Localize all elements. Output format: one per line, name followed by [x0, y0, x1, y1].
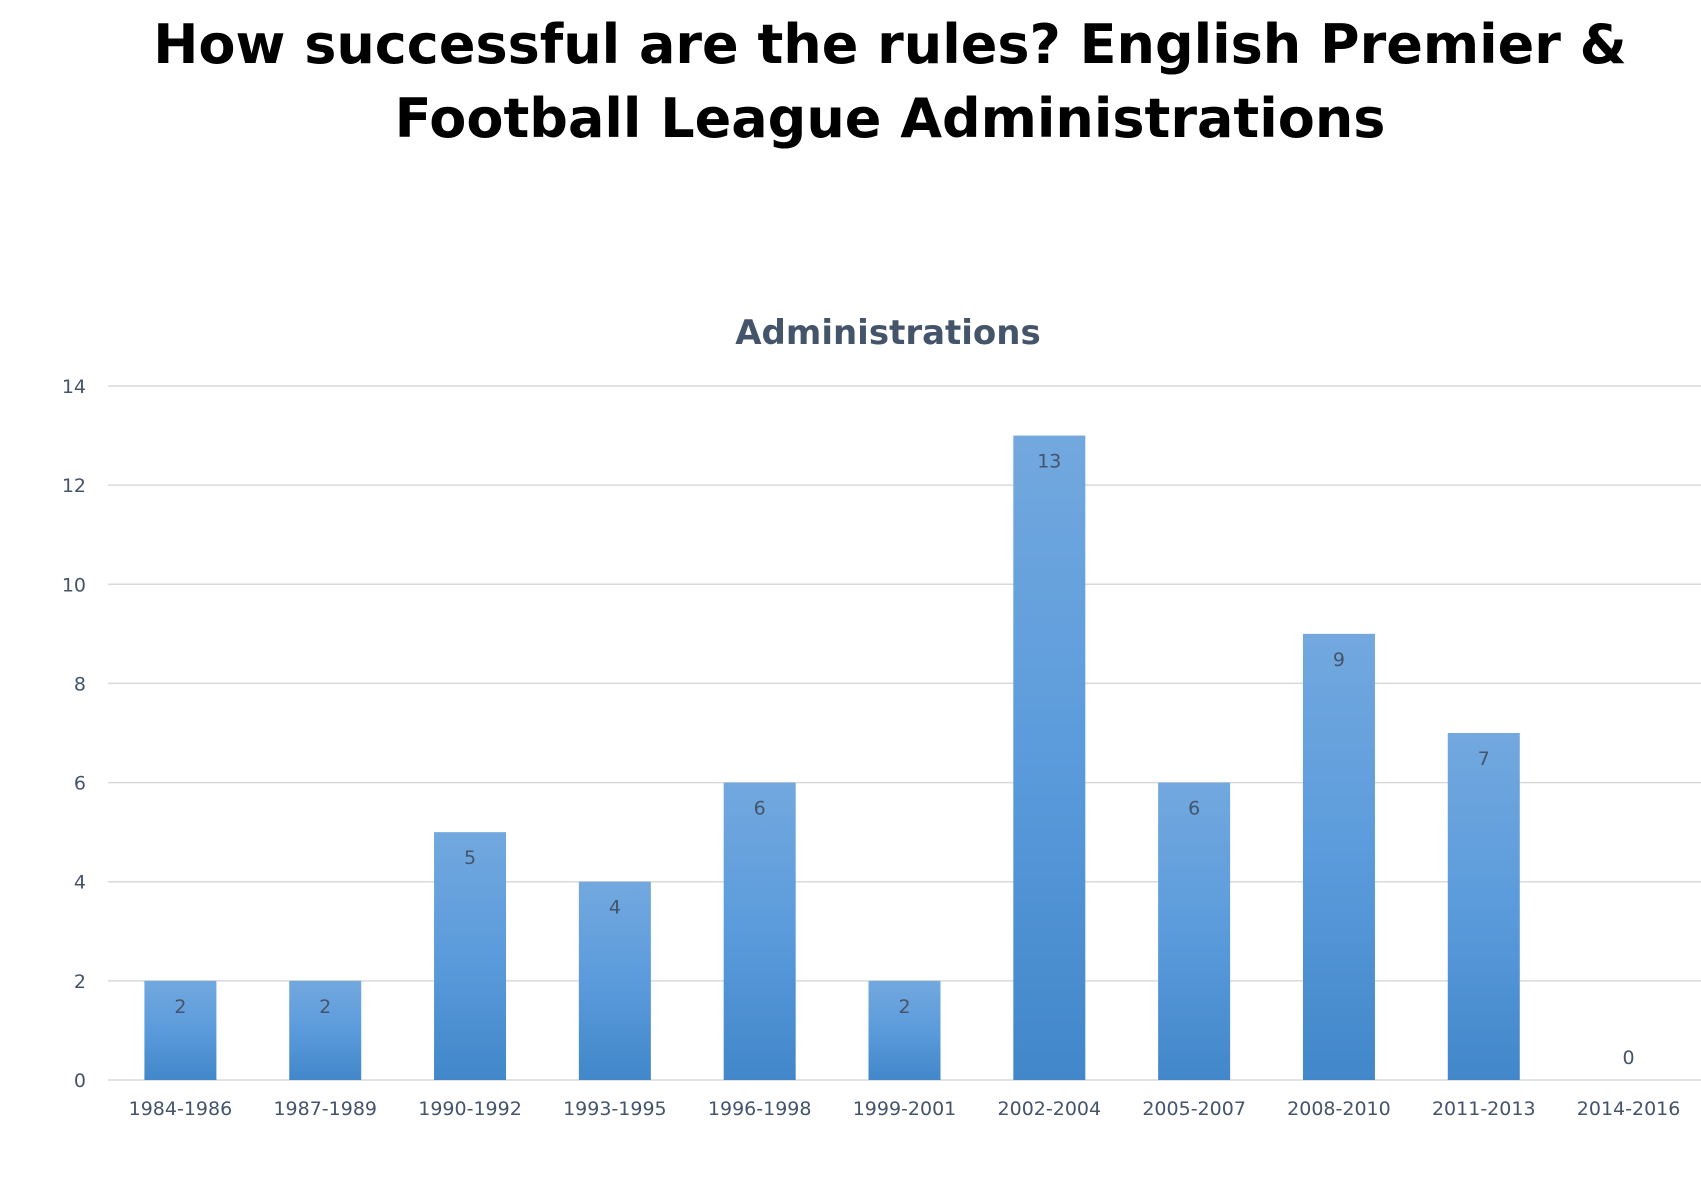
- data-label: 5: [464, 847, 476, 869]
- x-tick-label: 2014-2016: [1577, 1098, 1681, 1120]
- x-tick-label: 2005-2007: [1142, 1098, 1246, 1120]
- data-label: 2: [898, 996, 910, 1018]
- y-tick-label: 8: [74, 673, 86, 695]
- y-tick-label: 14: [62, 376, 86, 398]
- bar: [723, 782, 796, 1080]
- bar: [1013, 435, 1086, 1081]
- bar: [1447, 733, 1520, 1080]
- data-label: 4: [609, 897, 621, 919]
- y-axis-ticks: 0 2 4 6 8 10 12 14: [62, 376, 86, 1092]
- y-tick-label: 10: [62, 574, 86, 596]
- y-tick-label: 12: [62, 475, 86, 497]
- bars: [144, 435, 1520, 1081]
- data-label: 2: [174, 996, 186, 1018]
- data-label: 13: [1037, 451, 1061, 473]
- bar: [1302, 633, 1375, 1080]
- x-tick-label: 1993-1995: [563, 1098, 667, 1120]
- x-tick-label: 2002-2004: [998, 1098, 1102, 1120]
- bar: [578, 881, 651, 1080]
- data-label: 7: [1478, 748, 1490, 770]
- bar: [289, 980, 362, 1080]
- x-axis-ticks: 1984-1986 1987-1989 1990-1992 1993-1995 1996…: [129, 1098, 1681, 1120]
- bar: [868, 980, 941, 1080]
- x-tick-label: 1996-1998: [708, 1098, 812, 1120]
- data-label: 6: [754, 798, 766, 820]
- gridlines: [108, 385, 1701, 1081]
- data-label: 6: [1188, 798, 1200, 820]
- x-tick-label: 2011-2013: [1432, 1098, 1536, 1120]
- data-labels: 2 2 5 4 6 2 13 6 9 7 0: [174, 451, 1634, 1069]
- data-label: 2: [319, 996, 331, 1018]
- x-tick-label: 1999-2001: [853, 1098, 957, 1120]
- bar: [1158, 782, 1231, 1080]
- x-tick-label: 1987-1989: [273, 1098, 377, 1120]
- bar: [144, 980, 217, 1080]
- data-label: 0: [1623, 1047, 1635, 1069]
- x-tick-label: 1984-1986: [129, 1098, 233, 1120]
- y-tick-label: 4: [74, 872, 86, 894]
- y-tick-label: 2: [74, 971, 86, 993]
- x-tick-label: 1990-1992: [418, 1098, 522, 1120]
- slide-title: How successful are the rules? English Pr…: [153, 13, 1627, 150]
- y-tick-label: 6: [74, 773, 86, 795]
- bar: [434, 832, 507, 1080]
- x-tick-label: 2008-2010: [1287, 1098, 1391, 1120]
- data-label: 9: [1333, 649, 1345, 671]
- y-tick-label: 0: [74, 1070, 86, 1092]
- chart-title: Administrations: [735, 313, 1041, 353]
